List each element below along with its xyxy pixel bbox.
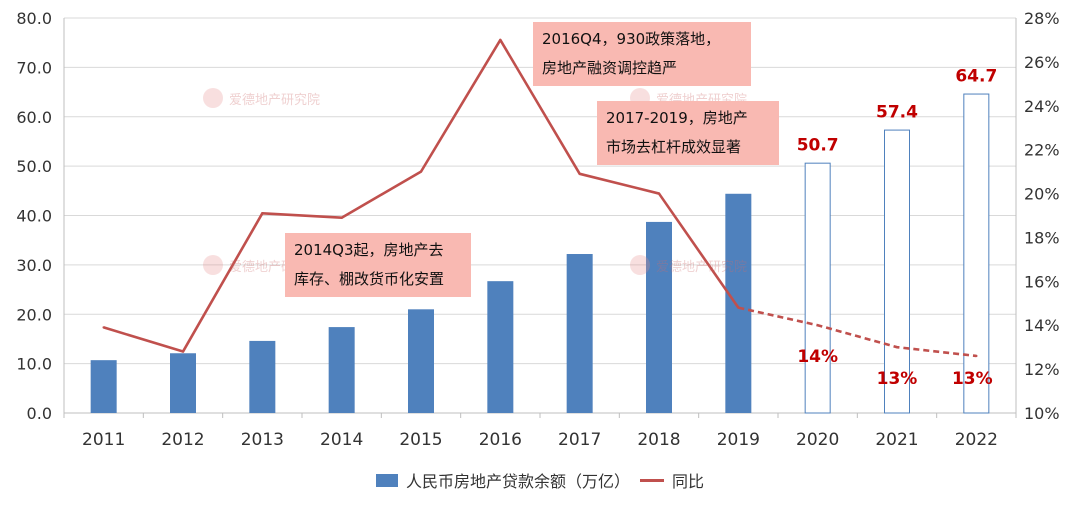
y-right-tick-label: 12%	[1024, 360, 1060, 379]
y-left-tick-label: 60.0	[16, 108, 52, 127]
x-tick-label: 2020	[796, 430, 839, 450]
line-series-actual	[103, 38, 740, 353]
line-point	[102, 326, 105, 329]
x-tick-label: 2018	[637, 430, 680, 450]
annotation-2016: 2016Q4，930政策落地， 房地产融资调控趋严	[533, 22, 751, 86]
legend-item-bar: 人民币房地产贷款余额（万亿）	[375, 468, 630, 492]
bar	[408, 309, 434, 413]
bar	[804, 162, 831, 414]
x-tick-label: 2019	[717, 430, 760, 450]
watermark: 爱德地产研究院	[630, 255, 747, 275]
bar	[884, 129, 910, 414]
y-left-tick-label: 10.0	[16, 355, 52, 374]
line-point	[499, 38, 502, 42]
y-right-tick-label: 14%	[1024, 316, 1060, 335]
bar	[963, 93, 990, 414]
bar	[566, 254, 593, 413]
legend: 人民币房地产贷款余额（万亿） 同比	[0, 468, 1080, 492]
bar	[90, 360, 117, 413]
y-left-tick-label: 70.0	[16, 58, 52, 77]
x-tick-label: 2021	[875, 430, 918, 450]
y-right-tick-label: 28%	[1024, 9, 1060, 28]
line-point	[895, 345, 899, 349]
watermark: 爱德地产研究院	[203, 88, 320, 108]
x-tick-label: 2016	[479, 430, 522, 450]
y-left-tick-label: 0.0	[27, 404, 52, 423]
y-right-tick-label: 20%	[1024, 185, 1060, 204]
y-right-tick-label: 22%	[1024, 141, 1060, 160]
line-point	[419, 170, 423, 173]
y-right-tick-label: 10%	[1024, 404, 1060, 423]
watermark-text: 爱德地产研究院	[656, 259, 748, 275]
watermark-text: 爱德地产研究院	[229, 92, 321, 108]
legend-item-line: 同比	[640, 468, 704, 492]
y-left-tick-label: 20.0	[16, 305, 52, 324]
bar	[249, 340, 276, 413]
watermark-logo-icon	[203, 88, 223, 108]
line-series-projected	[738, 306, 977, 358]
x-tick-label: 2015	[399, 430, 442, 450]
x-tick-label: 2014	[320, 430, 363, 450]
x-tick-label: 2011	[82, 430, 125, 450]
line-point	[975, 354, 978, 358]
line-data-label: 13%	[952, 369, 993, 389]
y-right-tick-label: 26%	[1024, 53, 1060, 72]
y-left-tick-label: 80.0	[16, 9, 52, 28]
annotation-2017: 2017-2019，房地产 市场去杠杆成效显著	[597, 101, 779, 165]
bar-data-label: 50.7	[797, 136, 839, 156]
x-tick-label: 2013	[241, 430, 284, 450]
line-point	[816, 324, 819, 327]
x-tick-label: 2022	[955, 430, 998, 450]
y-right-tick-label: 18%	[1024, 228, 1060, 247]
line-point	[657, 192, 661, 195]
watermark-logo-icon	[203, 255, 223, 275]
bar	[725, 193, 752, 413]
x-tick-label: 2012	[161, 430, 204, 450]
y-left-tick-label: 50.0	[16, 157, 52, 176]
bar	[328, 327, 355, 413]
y-left-tick-label: 40.0	[16, 207, 52, 226]
bar	[170, 353, 196, 413]
y-left-tick-label: 30.0	[16, 256, 52, 275]
annotation-2014: 2014Q3起，房地产去 库存、棚改货币化安置	[285, 233, 471, 297]
bar-data-label: 57.4	[876, 103, 918, 123]
chart: 0.0 10.0 20.0 30.0 40.0 50.0 60.0 70.0 80.0 10% 12…	[16, 9, 1060, 450]
bar	[646, 221, 672, 413]
line-point	[340, 216, 343, 219]
y-right-tick-label: 16%	[1024, 272, 1060, 291]
line-data-label: 14%	[797, 347, 838, 367]
line-data-label: 13%	[877, 369, 918, 389]
legend-swatch-bar	[375, 473, 398, 487]
watermark-logo-icon	[630, 255, 650, 275]
line-point	[261, 212, 264, 215]
bar-data-label: 64.7	[955, 67, 997, 87]
bar	[487, 281, 514, 413]
line-point	[578, 172, 581, 176]
line-point	[737, 306, 740, 309]
legend-label-bar: 人民币房地产贷款余额（万亿）	[405, 472, 630, 491]
legend-swatch-line	[640, 478, 664, 482]
x-tick-label: 2017	[558, 430, 601, 450]
line-point	[181, 350, 185, 353]
legend-label-line: 同比	[672, 472, 705, 491]
y-right-tick-label: 24%	[1024, 97, 1060, 116]
